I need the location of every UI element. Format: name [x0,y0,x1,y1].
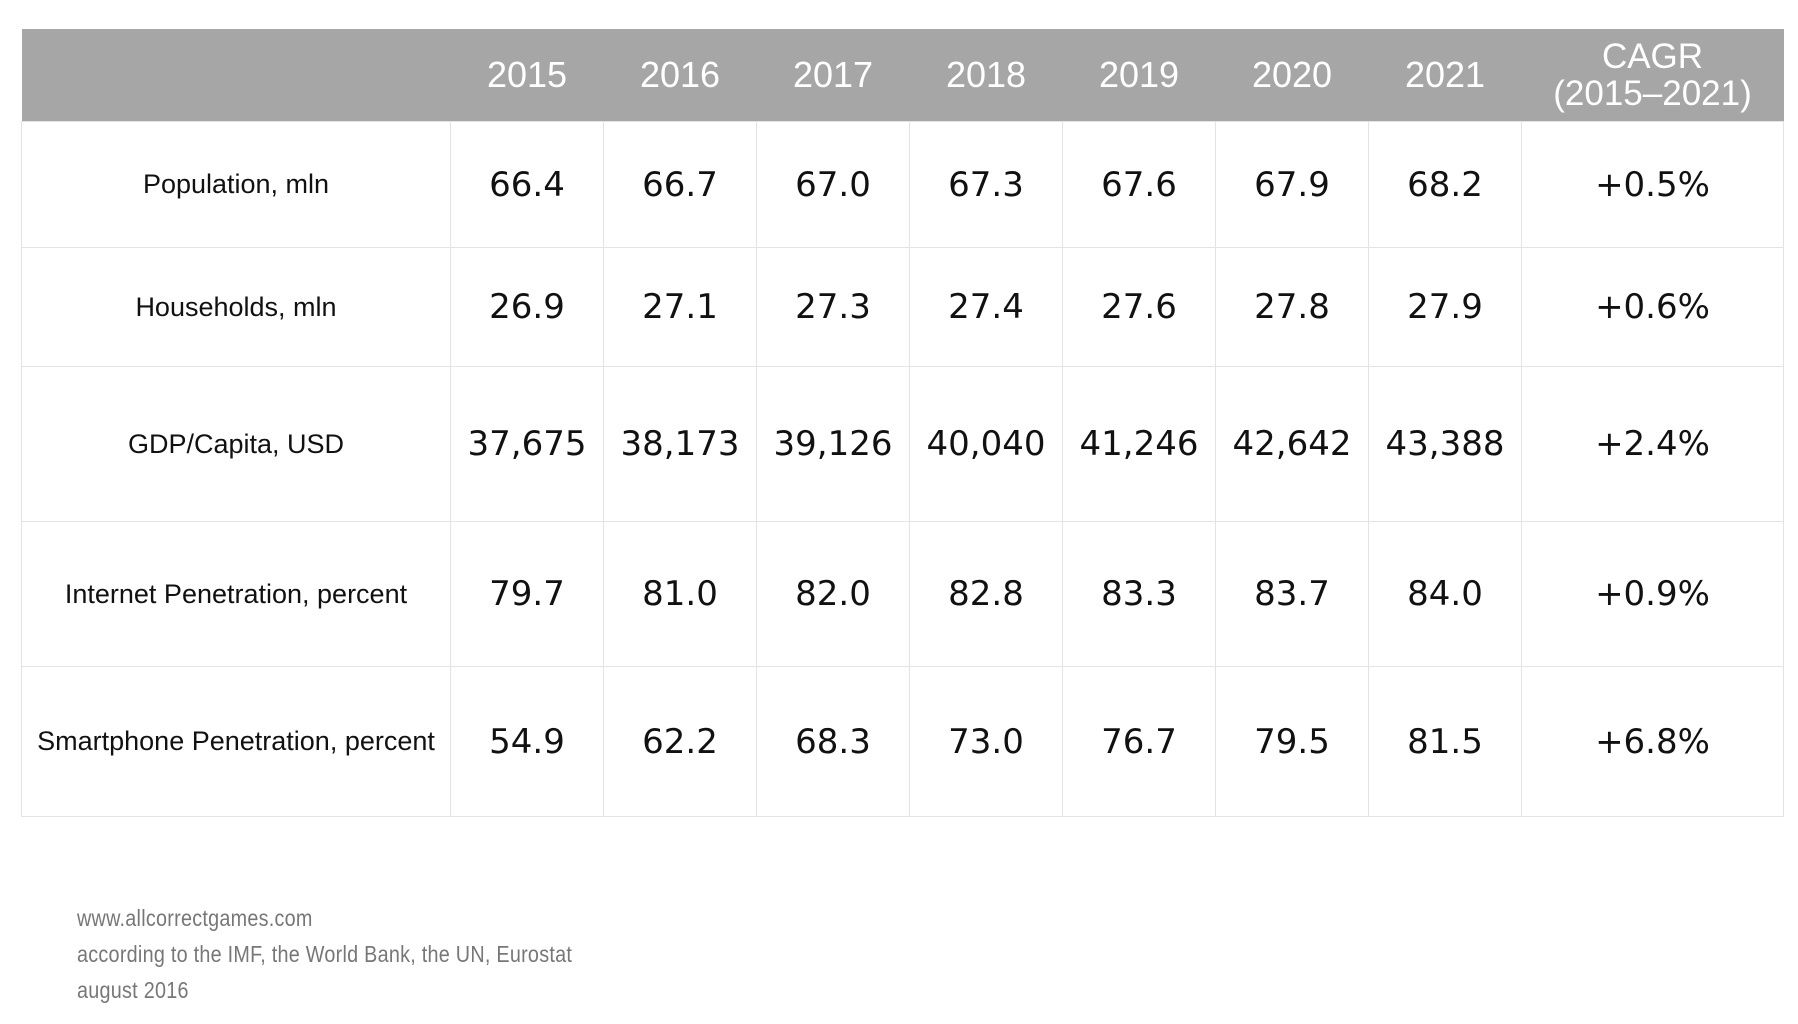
table-cell: 79.5 [1215,666,1369,817]
table-row: Households, mln 26.9 27.1 27.3 27.4 27.6… [21,247,1784,367]
cagr-cell: +0.6% [1521,247,1784,367]
source-note: www.allcorrectgames.com according to the… [77,900,572,1008]
header-year: 2019 [1062,29,1216,122]
table-row: Smartphone Penetration, percent 54.9 62.… [21,666,1784,817]
table-cell: 26.9 [450,247,604,367]
table-cell: 81.5 [1368,666,1522,817]
footer-website: www.allcorrectgames.com [77,905,313,931]
table-cell: 73.0 [909,666,1063,817]
table-cell: 37,675 [450,366,604,522]
header-year: 2015 [450,29,604,122]
cagr-cell: +0.9% [1521,521,1784,667]
table-cell: 67.6 [1062,121,1216,248]
table-cell: 68.3 [756,666,910,817]
table-row: Population, mln 66.4 66.7 67.0 67.3 67.6… [21,121,1784,248]
table-cell: 83.7 [1215,521,1369,667]
table-cell: 27.8 [1215,247,1369,367]
row-label: Population, mln [21,121,451,248]
table-cell: 76.7 [1062,666,1216,817]
header-cagr: CAGR (2015–2021) [1521,29,1784,122]
row-label: Internet Penetration, percent [21,521,451,667]
header-year: 2017 [756,29,910,122]
table-cell: 38,173 [603,366,757,522]
row-label: Households, mln [21,247,451,367]
table-cell: 68.2 [1368,121,1522,248]
table-cell: 83.3 [1062,521,1216,667]
row-label: Smartphone Penetration, percent [21,666,451,817]
table-cell: 54.9 [450,666,604,817]
header-cagr-period: (2015–2021) [1553,74,1752,113]
table-cell: 27.6 [1062,247,1216,367]
table-cell: 82.0 [756,521,910,667]
table-cell: 27.4 [909,247,1063,367]
table-cell: 27.1 [603,247,757,367]
table-cell: 43,388 [1368,366,1522,522]
table-cell: 67.3 [909,121,1063,248]
table-cell: 82.8 [909,521,1063,667]
table-cell: 62.2 [603,666,757,817]
stats-table: 2015 2016 2017 2018 2019 2020 2021 CAGR … [21,29,1784,817]
header-row: 2015 2016 2017 2018 2019 2020 2021 CAGR … [21,29,1784,122]
header-corner [21,29,451,122]
footer-date: august 2016 [77,977,189,1003]
header-year: 2018 [909,29,1063,122]
cagr-cell: +0.5% [1521,121,1784,248]
table-cell: 41,246 [1062,366,1216,522]
header-year: 2021 [1368,29,1522,122]
table-cell: 27.9 [1368,247,1522,367]
table-cell: 39,126 [756,366,910,522]
table-cell: 84.0 [1368,521,1522,667]
table-cell: 66.7 [603,121,757,248]
table-cell: 81.0 [603,521,757,667]
table-cell: 79.7 [450,521,604,667]
footer-source: according to the IMF, the World Bank, th… [77,941,573,967]
table-cell: 67.0 [756,121,910,248]
table-cell: 40,040 [909,366,1063,522]
cagr-cell: +2.4% [1521,366,1784,522]
table-row: GDP/Capita, USD 37,675 38,173 39,126 40,… [21,366,1784,522]
table-cell: 66.4 [450,121,604,248]
header-cagr-title: CAGR [1601,37,1704,76]
cagr-cell: +6.8% [1521,666,1784,817]
header-year: 2020 [1215,29,1369,122]
table-cell: 42,642 [1215,366,1369,522]
table-cell: 67.9 [1215,121,1369,248]
table-row: Internet Penetration, percent 79.7 81.0 … [21,521,1784,667]
row-label: GDP/Capita, USD [21,366,451,522]
header-year: 2016 [603,29,757,122]
table-cell: 27.3 [756,247,910,367]
